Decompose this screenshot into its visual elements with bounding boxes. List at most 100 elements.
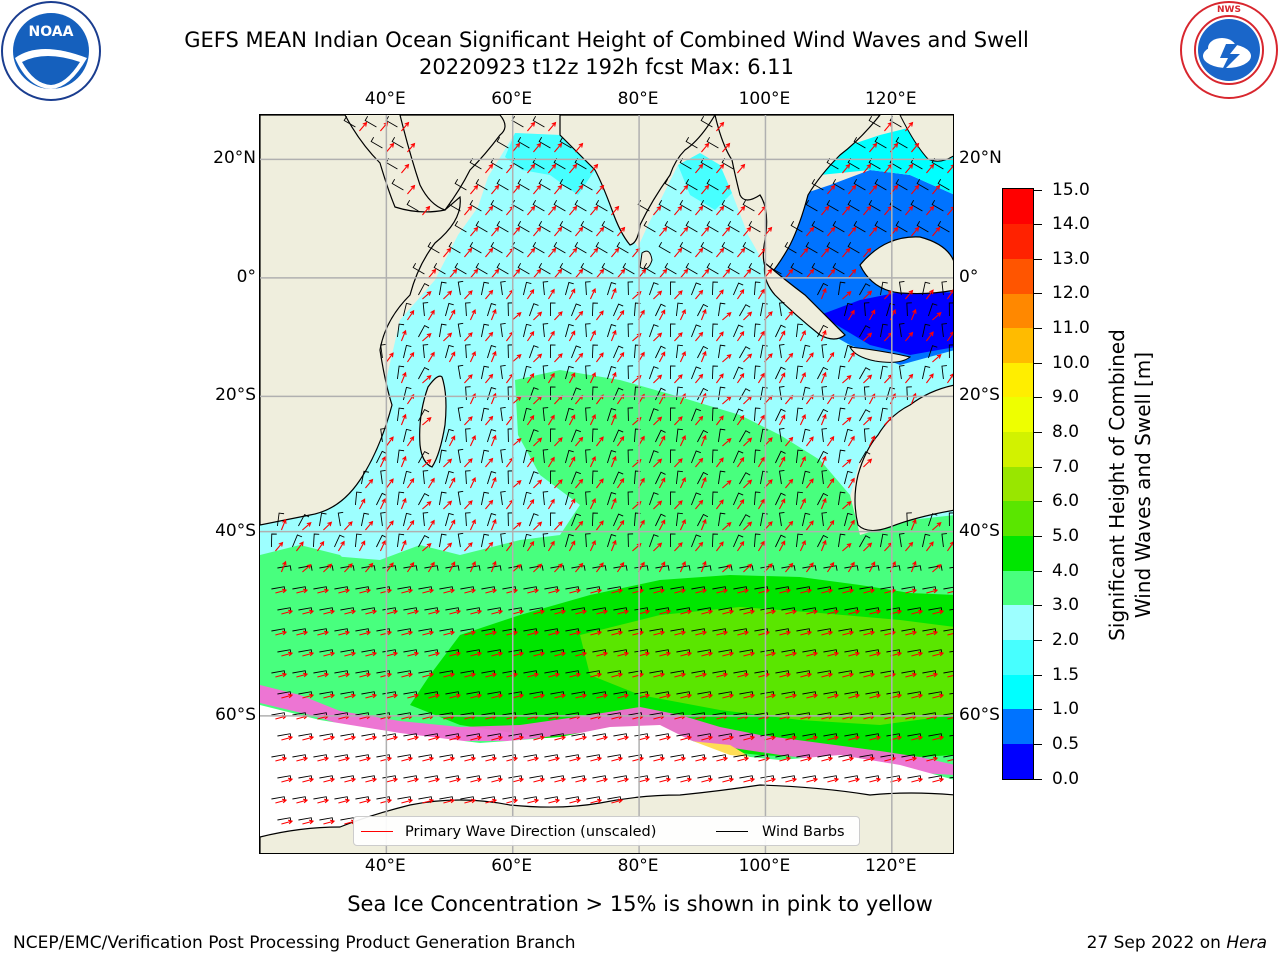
wave-arrow <box>422 333 432 342</box>
wind-barb <box>606 366 617 380</box>
wind-barb <box>943 754 953 758</box>
wave-arrow <box>806 693 819 699</box>
wave-arrow <box>526 414 535 426</box>
wind-barb <box>739 346 751 359</box>
wind-barb <box>664 178 677 191</box>
wave-arrow <box>785 735 798 741</box>
wind-barb <box>700 241 713 254</box>
wave-arrow <box>863 588 876 594</box>
wind-barb <box>549 344 556 359</box>
wave-arrow <box>863 458 873 468</box>
wind-barb <box>396 491 405 506</box>
wave-arrow <box>512 777 525 783</box>
wave-arrow <box>700 560 707 573</box>
wind-barb <box>571 345 581 359</box>
sumatra-land <box>763 261 846 340</box>
wind-barb <box>748 262 761 275</box>
colorbar-tick-label: 8.0 <box>1052 422 1080 443</box>
wave-arrow <box>611 588 624 594</box>
wind-barb <box>906 302 912 317</box>
wave-arrow <box>821 588 834 594</box>
wave-arrow <box>401 630 414 636</box>
wave-arrow <box>779 630 792 636</box>
wind-barb <box>532 115 545 128</box>
wind-barb <box>675 302 683 317</box>
wave-arrow <box>422 798 435 804</box>
wind-barb <box>522 533 532 548</box>
wind-barb <box>790 220 803 233</box>
wave-arrow <box>926 588 939 594</box>
wind-barb <box>843 302 853 317</box>
wave-arrow <box>827 777 840 783</box>
wind-barb <box>496 262 509 275</box>
wave-arrow <box>464 630 477 636</box>
wave-arrow <box>658 309 666 321</box>
wind-barb <box>669 365 676 380</box>
wave-arrow <box>568 498 576 510</box>
wind-barb <box>781 565 796 571</box>
wave-arrow <box>443 588 456 594</box>
wind-barb <box>817 408 829 422</box>
wave-arrow <box>533 142 542 153</box>
wind-barb <box>418 324 430 338</box>
wind-barb <box>354 533 362 548</box>
wind-barb <box>853 220 866 233</box>
wave-arrow <box>275 541 284 552</box>
wave-arrow <box>932 651 945 657</box>
wave-arrow <box>653 416 663 426</box>
wave-arrow <box>547 330 555 342</box>
wave-arrow <box>526 288 535 300</box>
wave-arrow <box>485 541 494 552</box>
wave-arrow <box>569 798 582 804</box>
wave-arrow <box>533 311 543 321</box>
wave-arrow <box>548 588 561 594</box>
wave-arrow <box>527 798 540 804</box>
wave-arrow <box>848 609 861 615</box>
wind-barb <box>748 220 761 233</box>
wave-arrow <box>590 205 599 216</box>
wave-arrow <box>554 142 563 153</box>
wave-arrow <box>632 588 645 594</box>
wave-arrow <box>722 354 732 363</box>
wind-barb <box>318 512 327 527</box>
wind-barb <box>859 283 871 296</box>
wind-barb <box>571 565 586 571</box>
wave-arrow <box>842 459 852 468</box>
wave-arrow <box>847 351 855 363</box>
wind-barb <box>837 281 846 296</box>
wind-barb <box>487 565 502 571</box>
wind-barb <box>885 302 896 317</box>
wave-arrow <box>316 540 325 552</box>
wind-barb <box>832 178 845 191</box>
wind-barb <box>403 565 418 571</box>
wave-arrow <box>695 541 704 552</box>
wave-arrow <box>799 455 806 468</box>
wave-arrow <box>827 651 840 657</box>
wind-barb <box>542 407 549 422</box>
wave-arrow <box>448 519 456 531</box>
wave-arrow <box>295 541 304 552</box>
wave-arrow <box>716 672 729 678</box>
wind-barb <box>685 220 698 233</box>
wave-arrow <box>785 268 794 279</box>
wave-arrow <box>806 268 815 279</box>
wave-arrow <box>617 609 630 615</box>
wind-barb <box>553 199 566 212</box>
wind-barb <box>739 514 751 527</box>
wave-arrow <box>554 563 563 573</box>
wind-barb <box>649 408 659 422</box>
wave-arrow <box>464 672 477 678</box>
wave-arrow <box>533 226 542 237</box>
wave-arrow <box>695 415 704 426</box>
wave-arrow <box>547 540 555 552</box>
wave-arrow <box>485 672 498 678</box>
wave-arrow <box>533 184 542 195</box>
wave-arrow <box>490 560 497 573</box>
wave-arrow <box>911 693 924 699</box>
wave-arrow <box>785 478 794 489</box>
colorbar-tick-mark <box>1034 466 1042 468</box>
wave-arrow <box>722 564 732 573</box>
wave-arrow <box>842 756 855 762</box>
colorbar-segment <box>1003 743 1033 779</box>
wave-arrow <box>406 351 415 363</box>
